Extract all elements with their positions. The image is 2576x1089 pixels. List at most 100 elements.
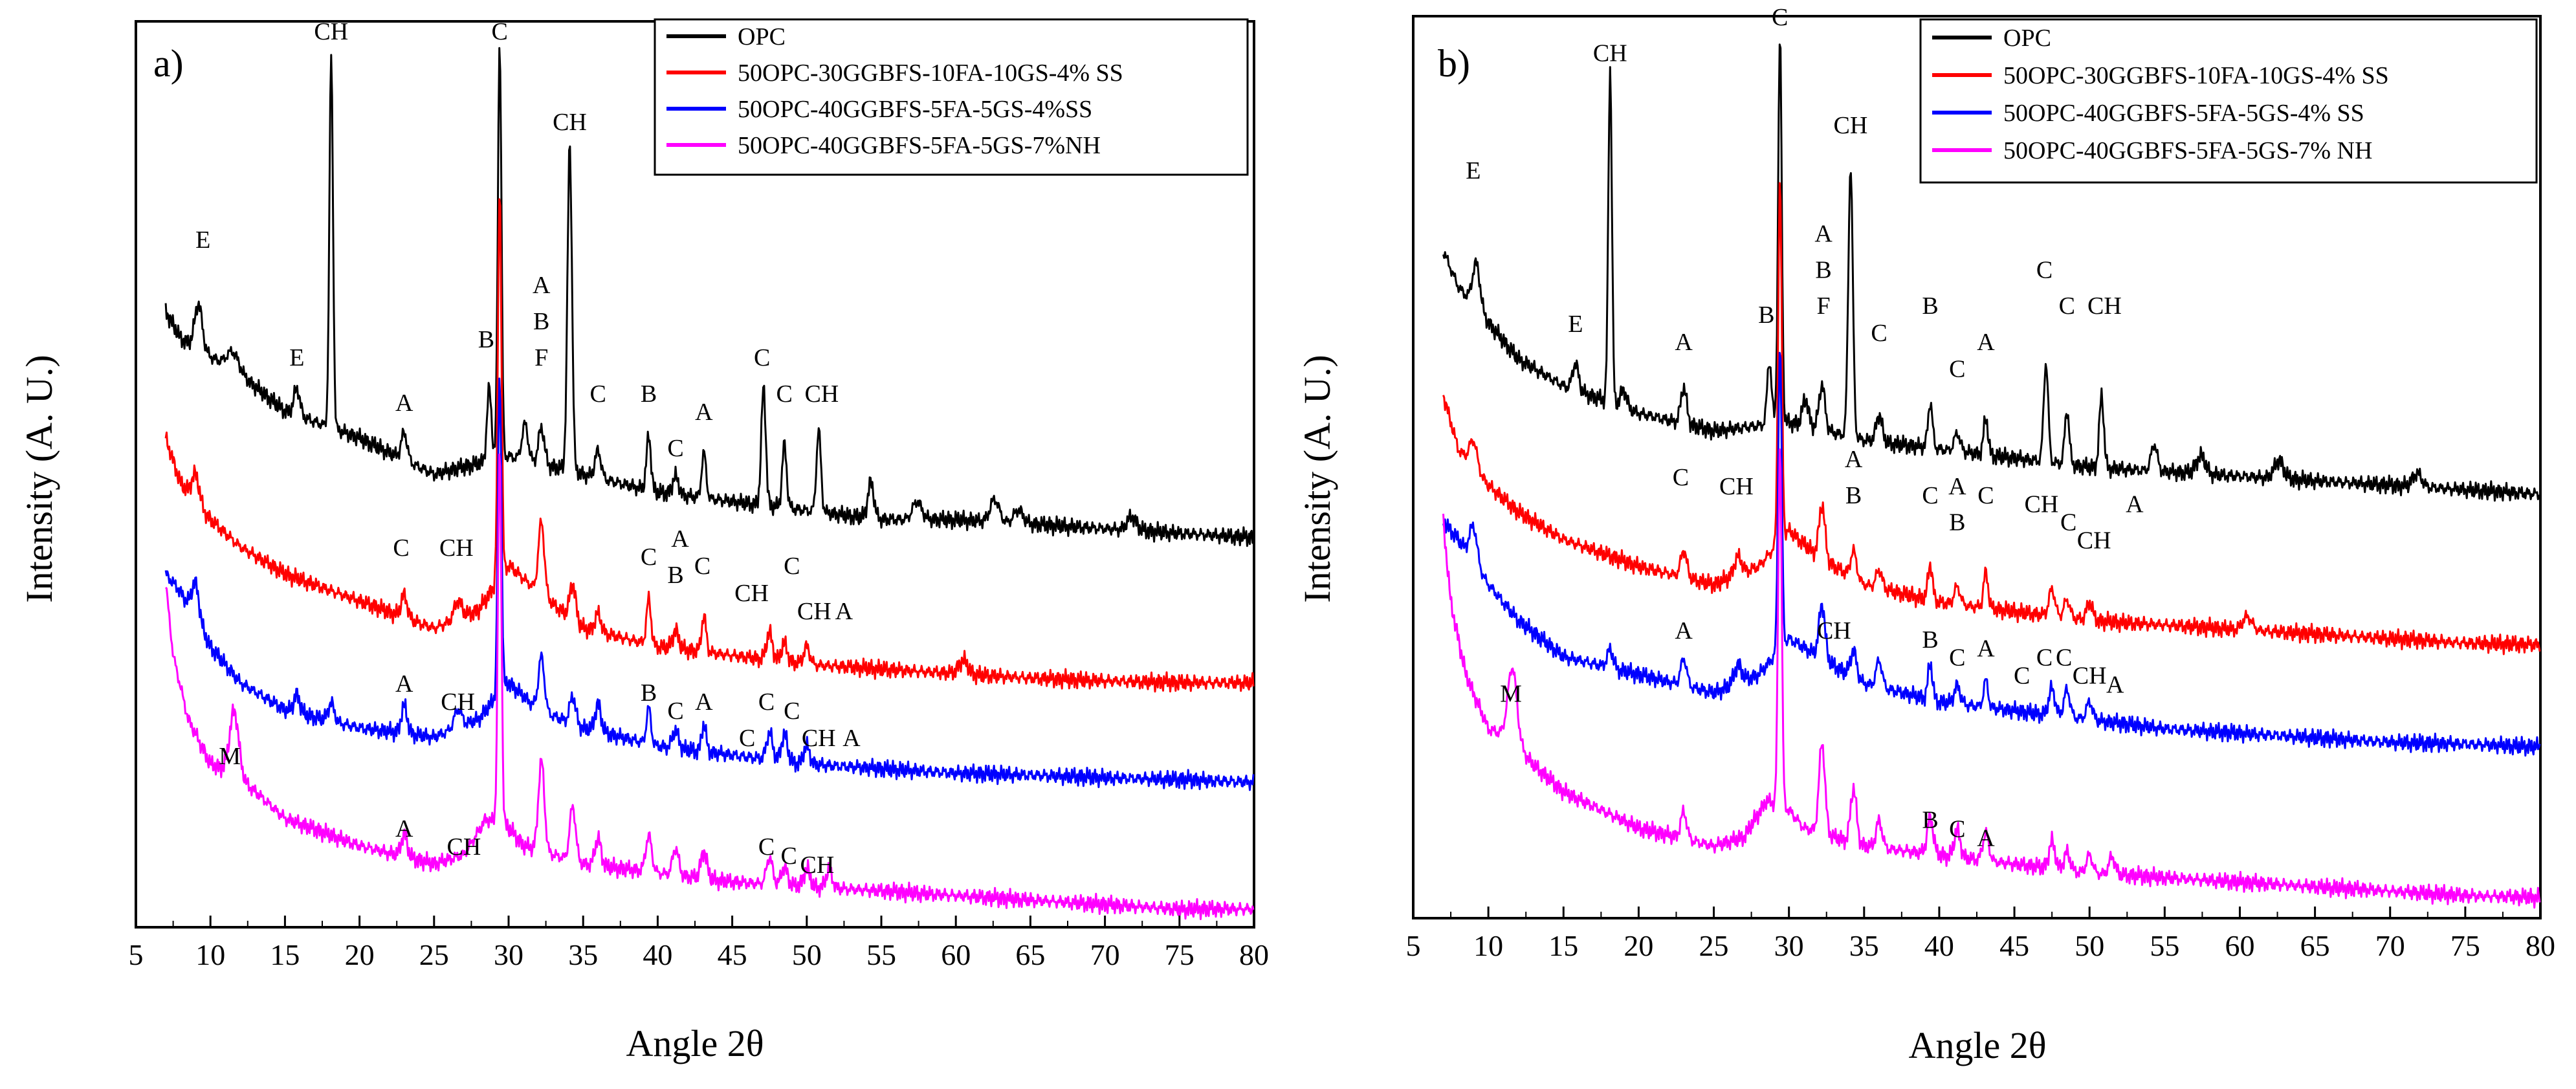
peak-label: C — [1949, 644, 1965, 672]
peak-label: C — [780, 842, 797, 870]
series-line-3 — [1442, 351, 2541, 757]
x-tick-label: 65 — [2300, 929, 2330, 962]
series-group — [164, 47, 1255, 920]
legend-label: 50OPC-40GGBFS-5FA-5GS-4%SS — [738, 96, 1092, 123]
peak-label: A — [2126, 491, 2144, 518]
peak-label: C — [2059, 292, 2075, 320]
peak-label: A — [835, 598, 853, 625]
series-line-1 — [1442, 43, 2541, 502]
peak-label: CH — [1719, 473, 1754, 500]
legend: OPC 50OPC-30GGBFS-10FA-10GS-4% SS 50OPC-40… — [1919, 18, 2538, 184]
x-tick-label: 15 — [1548, 929, 1578, 962]
peak-label: A — [1814, 221, 1833, 248]
peak-label: CH — [734, 580, 769, 607]
peak-label: CH — [804, 380, 839, 408]
y-axis-title: Intensity (A. U.) — [1296, 355, 1338, 602]
x-tick-label: 20 — [1624, 929, 1653, 962]
peak-label: A — [671, 525, 689, 553]
x-tick-label: 50 — [792, 938, 822, 971]
peak-label: A — [1977, 824, 1995, 852]
series-line-3 — [164, 377, 1255, 791]
x-tick-label: 10 — [195, 938, 225, 971]
x-tick-label: 40 — [1924, 929, 1954, 962]
x-tick-label: 30 — [1774, 929, 1804, 962]
peak-label: A — [395, 815, 413, 842]
peak-label: A — [1977, 635, 1995, 663]
peak-label: CH — [802, 725, 836, 752]
peak-label: C — [2036, 256, 2053, 283]
peak-label: C — [784, 553, 800, 580]
legend-label: 50OPC-40GGBFS-5FA-5GS-4% SS — [2003, 100, 2364, 127]
legend-label: 50OPC-30GGBFS-10FA-10GS-4% SS — [2003, 62, 2389, 89]
peak-label: A — [533, 272, 551, 299]
peak-label: CH — [2073, 663, 2107, 690]
x-tick-label: 10 — [1473, 929, 1503, 962]
peak-label: CH — [2024, 491, 2058, 518]
panel-label: b) — [1438, 42, 1470, 85]
x-tick-label: 35 — [568, 938, 598, 971]
x-tick-label: 25 — [419, 938, 449, 971]
x-tick-label: 5 — [129, 938, 144, 971]
peak-label: A — [1948, 473, 1966, 500]
peak-label: E — [289, 344, 304, 371]
peak-label: B — [1845, 482, 1862, 509]
peak-label: C — [784, 698, 800, 725]
x-tick-label: 40 — [643, 938, 672, 971]
x-axis-ticks: 5 10 15 20 25 30 35 40 45 50 55 60 65 70 75 80 — [1406, 907, 2555, 962]
peak-label: B — [533, 308, 549, 335]
peak-label: C — [1871, 320, 1887, 347]
x-tick-label: 15 — [270, 938, 300, 971]
peak-label: C — [491, 18, 507, 45]
peak-label: B — [641, 380, 657, 408]
x-tick-label: 70 — [2375, 929, 2405, 962]
peak-label: CH — [2087, 292, 2122, 320]
peak-label: C — [1949, 356, 1965, 383]
peak-label: E — [1568, 311, 1583, 338]
series-line-2 — [164, 198, 1255, 693]
legend-label: 50OPC-40GGBFS-5FA-5GS-7% NH — [2003, 137, 2372, 164]
x-tick-label: 80 — [1239, 938, 1269, 971]
peak-label: C — [590, 380, 606, 408]
series-line-4 — [164, 453, 1255, 920]
x-tick-label: 60 — [941, 938, 971, 971]
peak-label: A — [1675, 329, 1693, 356]
peak-label: C — [776, 380, 793, 408]
peak-label: A — [395, 390, 413, 417]
peak-label: CH — [314, 18, 348, 45]
peak-label: C — [754, 344, 770, 371]
series-line-1 — [164, 47, 1255, 547]
peak-label: C — [2056, 644, 2072, 672]
x-tick-label: 80 — [2526, 929, 2555, 962]
series-line-4 — [1442, 448, 2541, 909]
peak-label: F — [534, 344, 548, 371]
x-axis-ticks: 5 10 15 20 25 30 35 40 45 50 55 60 65 70 75 80 — [129, 916, 1269, 971]
peak-label: C — [2014, 663, 2030, 690]
peak-label: F — [1817, 292, 1831, 320]
peak-label: B — [1758, 302, 1774, 329]
x-tick-label: 5 — [1406, 929, 1421, 962]
peak-label: A — [1845, 446, 1863, 473]
legend-label: 50OPC-30GGBFS-10FA-10GS-4% SS — [738, 60, 1123, 87]
peak-label: C — [1949, 816, 1965, 843]
series-group — [1442, 43, 2541, 909]
peak-label: B — [1922, 626, 1938, 654]
peak-label: C — [1673, 464, 1689, 491]
x-tick-label: 20 — [345, 938, 375, 971]
x-tick-label: 70 — [1090, 938, 1120, 971]
peak-label: M — [219, 743, 241, 770]
x-tick-label: 60 — [2225, 929, 2254, 962]
peak-label: A — [1977, 329, 1995, 356]
legend-label: 50OPC-40GGBFS-5FA-5GS-7%NH — [738, 132, 1101, 159]
peak-label: B — [641, 679, 657, 707]
peak-label: E — [1466, 157, 1481, 184]
peak-label: C — [739, 725, 755, 752]
legend-label: OPC — [2003, 25, 2051, 52]
x-tick-label: 75 — [1165, 938, 1194, 971]
peak-label: M — [1500, 680, 1522, 707]
peak-label: C — [667, 435, 683, 462]
